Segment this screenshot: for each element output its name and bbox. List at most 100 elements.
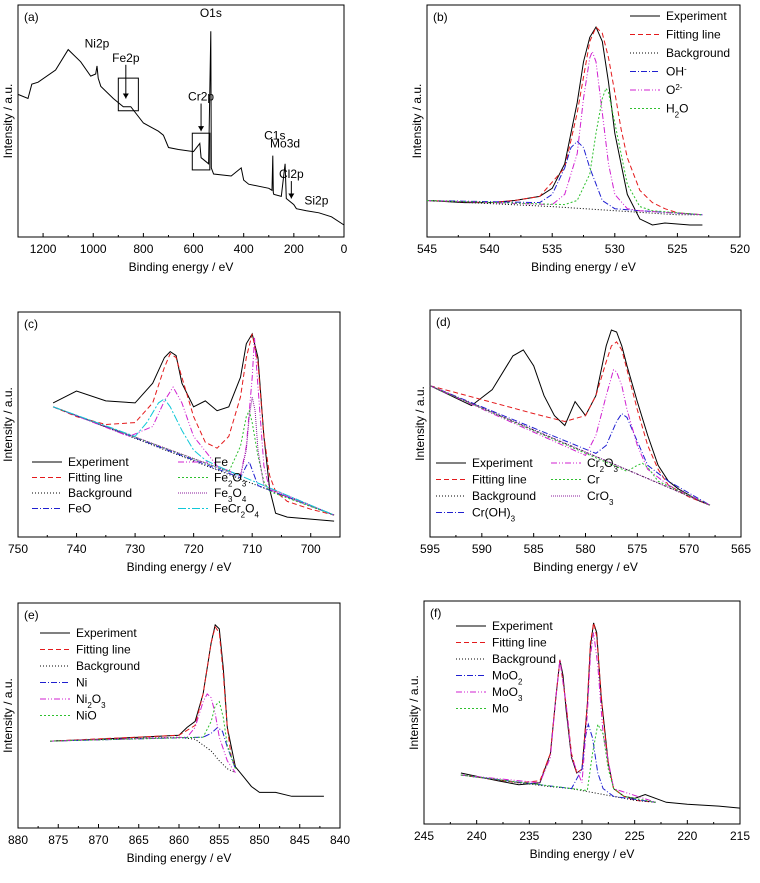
panel-label: (d) xyxy=(436,315,451,329)
annotation-arrowhead xyxy=(288,193,295,199)
series-line-experiment xyxy=(426,26,703,226)
annotation-arrowhead xyxy=(198,126,205,132)
legend-label: Background xyxy=(472,489,536,503)
x-tick-label: 865 xyxy=(129,833,149,847)
x-tick-label: 535 xyxy=(542,242,562,256)
x-tick-label: 1200 xyxy=(30,242,57,256)
x-axis-label: Binding energy / eV xyxy=(533,560,638,574)
series-line-cr xyxy=(429,385,711,506)
series-line-fitting-line xyxy=(50,625,236,767)
legend-label: Fitting line xyxy=(76,643,131,657)
x-tick-label: 850 xyxy=(249,833,269,847)
x-tick-label: 0 xyxy=(341,242,348,256)
annotation-arrowhead xyxy=(122,93,129,99)
legend-label: Fe3O4 xyxy=(214,486,247,504)
legend-label: MoO3 xyxy=(492,685,523,703)
series-line-moo- xyxy=(460,722,656,803)
plot-frame xyxy=(423,600,741,825)
x-tick-label: 580 xyxy=(575,542,595,556)
legend: Experiment Fitting line Background Cr(OH)3 C… xyxy=(436,456,618,523)
panel-c: 750 740 730 720 710 700 Binding energy / eV Int… xyxy=(1,311,341,574)
x-tick-label: 585 xyxy=(524,542,544,556)
x-tick-label: 525 xyxy=(667,242,687,256)
x-tick-label: 730 xyxy=(125,542,145,556)
legend-label: Experiment xyxy=(666,9,727,23)
series-line-oh- xyxy=(426,140,703,216)
panel-label: (b) xyxy=(433,10,448,24)
peak-annotation: Ni2p xyxy=(85,37,110,51)
x-tick-label: 855 xyxy=(209,833,229,847)
legend-label: Background xyxy=(666,46,730,60)
peak-annotation: O1s xyxy=(200,6,222,20)
x-tick-label: 875 xyxy=(48,833,68,847)
x-tick-label: 880 xyxy=(8,833,28,847)
legend-label: Cr(OH)3 xyxy=(472,506,516,524)
legend-label: Fitting line xyxy=(492,636,547,650)
y-axis-label: Intensity / a.u. xyxy=(1,678,15,753)
series-line-ni-o- xyxy=(50,693,236,773)
x-tick-label: 845 xyxy=(290,833,310,847)
cr2p-region-box xyxy=(191,132,211,171)
series-line-experiment xyxy=(429,329,711,506)
x-axis-label: Binding energy / eV xyxy=(531,260,636,274)
legend-label: Experiment xyxy=(492,619,553,633)
legend: Experiment Fitting line Background Ni Ni2O3N… xyxy=(40,626,140,723)
series-line-fitting-line xyxy=(460,622,656,803)
y-axis-label: Intensity / a.u. xyxy=(410,84,424,159)
legend-label: Experiment xyxy=(76,626,137,640)
panel-label: (e) xyxy=(24,608,39,622)
x-tick-label: 230 xyxy=(572,829,592,843)
x-tick-label: 800 xyxy=(133,242,153,256)
x-tick-label: 595 xyxy=(420,542,440,556)
legend-label: OH- xyxy=(666,64,687,79)
series-line-fecr-o- xyxy=(52,398,335,516)
peak-annotation: Si2p xyxy=(304,194,328,208)
x-tick-label: 1000 xyxy=(80,242,107,256)
x-tick-label: 545 xyxy=(417,242,437,256)
x-tick-label: 400 xyxy=(234,242,254,256)
x-tick-label: 720 xyxy=(184,542,204,556)
legend-label: Fe2O3 xyxy=(214,471,247,489)
series-line-nio xyxy=(50,700,236,769)
series-line-spectrum xyxy=(17,31,345,226)
x-axis-label: Binding energy / eV xyxy=(129,260,234,274)
x-tick-label: 860 xyxy=(169,833,189,847)
legend-label: Fitting line xyxy=(666,28,721,42)
peak-annotation: Fe2p xyxy=(112,51,140,65)
legend-label: Background xyxy=(76,659,140,673)
fe2p-region-box xyxy=(117,77,139,112)
peak-annotation: Cr2p xyxy=(188,90,214,104)
series-line-h-o xyxy=(426,87,703,216)
x-tick-label: 530 xyxy=(605,242,625,256)
legend-label: Experiment xyxy=(68,455,129,469)
x-axis-label: Binding energy / eV xyxy=(530,847,635,861)
x-tick-label: 600 xyxy=(184,242,204,256)
x-tick-label: 570 xyxy=(679,542,699,556)
series-line-fitting-line xyxy=(429,341,711,506)
series-line-cro- xyxy=(429,385,711,506)
y-axis-label: Intensity / a.u. xyxy=(1,387,15,462)
x-tick-label: 575 xyxy=(627,542,647,556)
y-axis-label: Intensity / a.u. xyxy=(407,675,421,750)
x-tick-label: 245 xyxy=(414,829,434,843)
panel-label: (f) xyxy=(430,606,441,620)
legend-label: CrO3 xyxy=(587,489,614,507)
series-line-feo xyxy=(52,406,335,516)
legend: Experiment Fitting line Background OH- O2- H2… xyxy=(630,9,730,119)
x-tick-label: 235 xyxy=(519,829,539,843)
series-line-fe-o- xyxy=(52,406,335,516)
series-line-cr-o- xyxy=(429,369,711,506)
x-tick-label: 870 xyxy=(88,833,108,847)
panel-a: 1200 1000 800 600 400 200 0 Binding energy / eV… xyxy=(1,4,348,274)
legend-label: MoO2 xyxy=(492,669,523,687)
x-tick-label: 215 xyxy=(730,829,750,843)
x-tick-label: 540 xyxy=(480,242,500,256)
x-tick-label: 240 xyxy=(467,829,487,843)
legend-label: O2- xyxy=(666,83,683,98)
legend-label: Fitting line xyxy=(68,471,123,485)
legend-label: Cr xyxy=(587,473,600,487)
panel-label: (a) xyxy=(24,10,39,24)
x-tick-label: 225 xyxy=(625,829,645,843)
x-tick-label: 590 xyxy=(472,542,492,556)
